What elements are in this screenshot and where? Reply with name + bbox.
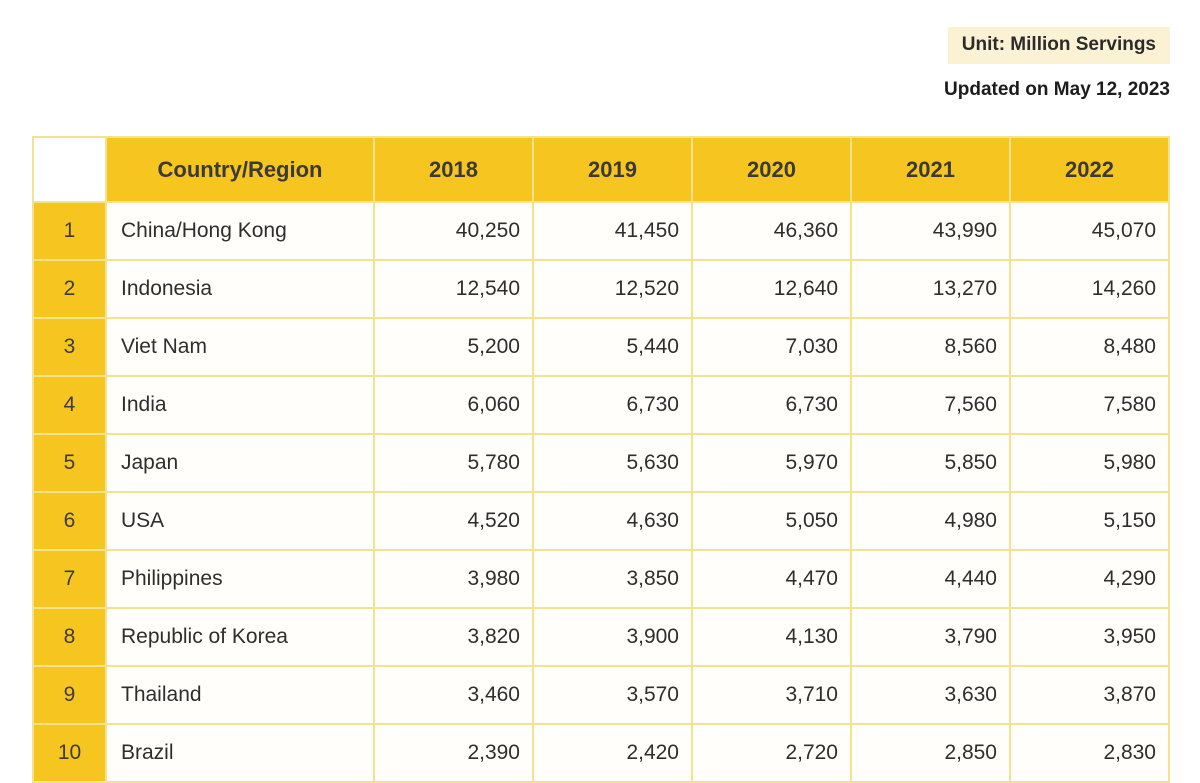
value-cell: 4,440	[850, 549, 1011, 609]
rank-cell: 6	[32, 491, 107, 551]
value-cell: 2,720	[691, 723, 852, 783]
value-cell: 3,460	[373, 665, 534, 725]
value-cell: 5,850	[850, 433, 1011, 493]
rank-cell: 7	[32, 549, 107, 609]
value-cell: 3,710	[691, 665, 852, 725]
value-cell: 4,130	[691, 607, 852, 667]
value-cell: 14,260	[1009, 259, 1170, 319]
table-row: 6 USA 4,520 4,630 5,050 4,980 5,150	[32, 491, 1170, 551]
country-cell: Indonesia	[105, 259, 375, 319]
rank-cell: 4	[32, 375, 107, 435]
rank-cell: 1	[32, 201, 107, 261]
column-header-2018: 2018	[373, 136, 534, 203]
table-row: 1 China/Hong Kong 40,250 41,450 46,360 43,990…	[32, 201, 1170, 261]
value-cell: 5,440	[532, 317, 693, 377]
rank-cell: 10	[32, 723, 107, 783]
country-cell: China/Hong Kong	[105, 201, 375, 261]
value-cell: 3,900	[532, 607, 693, 667]
table-row: 2 Indonesia 12,540 12,520 12,640 13,270 14,260	[32, 259, 1170, 319]
value-cell: 3,790	[850, 607, 1011, 667]
country-cell: India	[105, 375, 375, 435]
value-cell: 6,060	[373, 375, 534, 435]
country-cell: Viet Nam	[105, 317, 375, 377]
value-cell: 7,560	[850, 375, 1011, 435]
column-header-2019: 2019	[532, 136, 693, 203]
table-row: 4 India 6,060 6,730 6,730 7,560 7,580	[32, 375, 1170, 435]
value-cell: 46,360	[691, 201, 852, 261]
value-cell: 6,730	[532, 375, 693, 435]
value-cell: 12,520	[532, 259, 693, 319]
table-row: 7 Philippines 3,980 3,850 4,470 4,440 4,290	[32, 549, 1170, 609]
value-cell: 3,850	[532, 549, 693, 609]
table-row: 5 Japan 5,780 5,630 5,970 5,850 5,980	[32, 433, 1170, 493]
value-cell: 4,980	[850, 491, 1011, 551]
value-cell: 45,070	[1009, 201, 1170, 261]
value-cell: 3,870	[1009, 665, 1170, 725]
column-header-2020: 2020	[691, 136, 852, 203]
table-row: 10 Brazil 2,390 2,420 2,720 2,850 2,830	[32, 723, 1170, 783]
table-row: 3 Viet Nam 5,200 5,440 7,030 8,560 8,480	[32, 317, 1170, 377]
value-cell: 2,420	[532, 723, 693, 783]
value-cell: 13,270	[850, 259, 1011, 319]
value-cell: 5,980	[1009, 433, 1170, 493]
rank-cell: 9	[32, 665, 107, 725]
value-cell: 5,150	[1009, 491, 1170, 551]
value-cell: 8,480	[1009, 317, 1170, 377]
value-cell: 7,580	[1009, 375, 1170, 435]
value-cell: 4,520	[373, 491, 534, 551]
updated-date-label: Updated on May 12, 2023	[944, 78, 1170, 100]
column-header-country: Country/Region	[105, 136, 375, 203]
column-header-2022: 2022	[1009, 136, 1170, 203]
unit-label-badge: Unit: Million Servings	[947, 27, 1170, 64]
value-cell: 5,200	[373, 317, 534, 377]
rank-cell: 3	[32, 317, 107, 377]
value-cell: 41,450	[532, 201, 693, 261]
value-cell: 5,780	[373, 433, 534, 493]
value-cell: 40,250	[373, 201, 534, 261]
country-cell: Brazil	[105, 723, 375, 783]
value-cell: 4,470	[691, 549, 852, 609]
value-cell: 43,990	[850, 201, 1011, 261]
column-header-2021: 2021	[850, 136, 1011, 203]
corner-cell	[32, 136, 107, 203]
header-row: Country/Region 2018 2019 2020 2021 2022	[32, 136, 1170, 203]
value-cell: 3,950	[1009, 607, 1170, 667]
table-row: 9 Thailand 3,460 3,570 3,710 3,630 3,870	[32, 665, 1170, 725]
rank-cell: 2	[32, 259, 107, 319]
meta-area: Unit: Million Servings Updated on May 12…	[944, 27, 1170, 102]
value-cell: 4,290	[1009, 549, 1170, 609]
table-body: 1 China/Hong Kong 40,250 41,450 46,360 43,990…	[32, 201, 1170, 783]
value-cell: 5,050	[691, 491, 852, 551]
value-cell: 8,560	[850, 317, 1011, 377]
value-cell: 3,980	[373, 549, 534, 609]
value-cell: 4,630	[532, 491, 693, 551]
value-cell: 6,730	[691, 375, 852, 435]
value-cell: 7,030	[691, 317, 852, 377]
value-cell: 3,570	[532, 665, 693, 725]
country-cell: Japan	[105, 433, 375, 493]
value-cell: 2,390	[373, 723, 534, 783]
value-cell: 2,850	[850, 723, 1011, 783]
value-cell: 12,640	[691, 259, 852, 319]
value-cell: 12,540	[373, 259, 534, 319]
consumption-table: Country/Region 2018 2019 2020 2021 2022 …	[32, 136, 1170, 783]
value-cell: 5,970	[691, 433, 852, 493]
value-cell: 2,830	[1009, 723, 1170, 783]
country-cell: USA	[105, 491, 375, 551]
country-cell: Thailand	[105, 665, 375, 725]
value-cell: 3,820	[373, 607, 534, 667]
country-cell: Republic of Korea	[105, 607, 375, 667]
value-cell: 5,630	[532, 433, 693, 493]
rank-cell: 5	[32, 433, 107, 493]
country-cell: Philippines	[105, 549, 375, 609]
rank-cell: 8	[32, 607, 107, 667]
value-cell: 3,630	[850, 665, 1011, 725]
table-row: 8 Republic of Korea 3,820 3,900 4,130 3,790 3,…	[32, 607, 1170, 667]
